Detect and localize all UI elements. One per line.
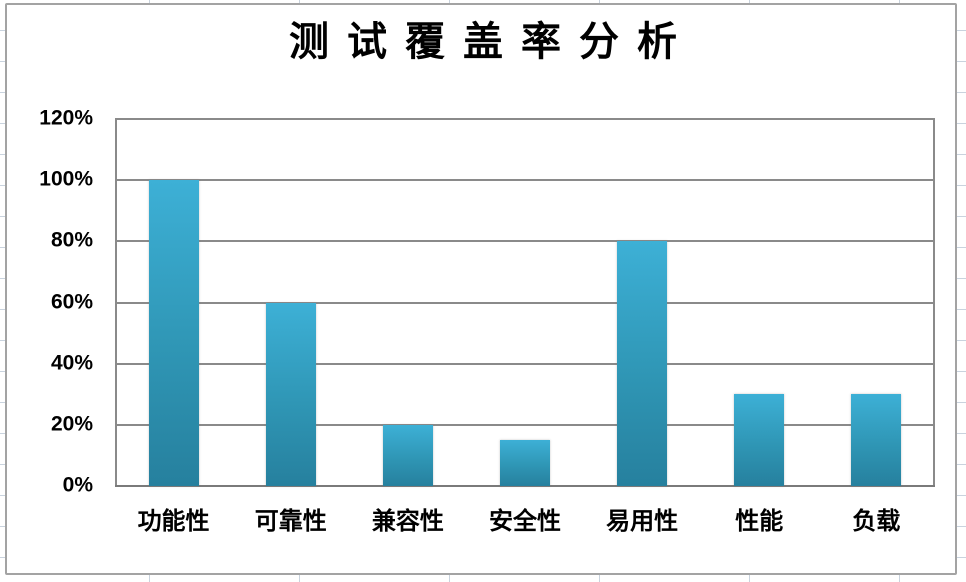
x-category-label: 性能 (735, 508, 784, 535)
x-category-label: 负载 (852, 508, 901, 535)
bar-功能性[interactable] (148, 180, 199, 486)
gridline (115, 118, 935, 120)
x-category-label: 安全性 (488, 508, 561, 535)
bar-兼容性[interactable] (382, 424, 433, 486)
y-tick-label: 120% (39, 106, 93, 130)
bar-可靠性[interactable] (265, 302, 316, 486)
bar-安全性[interactable] (500, 440, 550, 486)
x-category-label: 可靠性 (254, 508, 327, 535)
y-tick-label: 100% (39, 167, 93, 191)
bar-易用性[interactable] (617, 241, 668, 486)
gridline (115, 362, 935, 365)
bars-layer (115, 119, 935, 486)
y-tick-label: 60% (50, 290, 93, 314)
gridline (115, 423, 935, 426)
x-category-label: 易用性 (606, 508, 679, 535)
bar-性能[interactable] (734, 394, 785, 486)
gridline (115, 301, 935, 304)
x-axis-line (115, 485, 935, 487)
y-tick-label: 80% (50, 228, 93, 252)
y-tick-label: 0% (62, 473, 93, 497)
chart-title: 测试覆盖率分析 (289, 19, 695, 64)
x-axis: 功能性 可靠性 兼容性 安全性 易用性 性能 负载 (115, 501, 935, 537)
y-tick-label: 20% (50, 412, 93, 436)
y-tick-label: 40% (50, 351, 93, 375)
gridline (115, 179, 935, 182)
x-category-label: 兼容性 (371, 508, 444, 535)
gridlines-layer (115, 118, 935, 487)
plot-area (115, 118, 935, 487)
bar-负载[interactable] (851, 394, 902, 486)
x-category-label: 功能性 (137, 508, 210, 535)
gridline (115, 240, 935, 243)
y-axis: 0% 20% 40% 60% 80% 100% 120% (0, 107, 93, 497)
